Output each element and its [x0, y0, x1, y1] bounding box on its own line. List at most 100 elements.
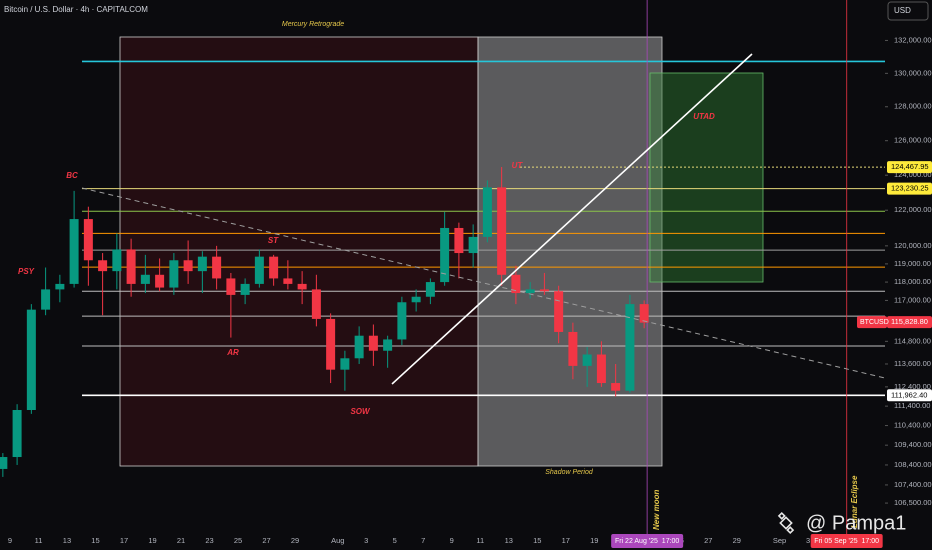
annotation: Lunar Eclipse [850, 475, 859, 528]
y-tick-label: 110,400.00 [894, 421, 931, 430]
y-tick-label: 112,400.00 [894, 382, 931, 391]
y-tick-label: 130,000.00 [894, 68, 932, 77]
candle-body [26, 309, 36, 411]
x-tick-label: 19 [590, 536, 598, 545]
x-tick-label: 5 [393, 536, 397, 545]
candle-body [454, 227, 464, 254]
x-tick-label: 15 [533, 536, 541, 545]
annotation: Mercury Retrograde [282, 21, 344, 28]
time-label-box [611, 534, 684, 548]
x-tick-label: 27 [262, 536, 270, 545]
candle-body [12, 410, 22, 458]
annotation: Shadow Period [545, 469, 594, 476]
candle-body [197, 256, 207, 272]
annotation: New moon [652, 489, 661, 530]
x-tick-label: 25 [234, 536, 242, 545]
x-tick-label: 11 [35, 536, 43, 545]
y-tick-label: 128,000.00 [894, 102, 932, 111]
x-tick-label: 3 [806, 536, 810, 545]
annotation: UTAD [693, 112, 715, 121]
utad-box [649, 72, 764, 283]
candle-body [639, 304, 649, 323]
annotation: AR [226, 348, 239, 357]
y-tick-label: 118,000.00 [894, 277, 931, 286]
candle-body [354, 335, 364, 359]
annotation: ST [268, 236, 279, 245]
trend-lines [81, 53, 886, 385]
candle-body [283, 278, 293, 284]
watermark: @ Pampa1 [777, 511, 906, 534]
x-tick-label: 13 [505, 536, 513, 545]
price-label-box [887, 389, 932, 402]
y-tick-label: 109,400.00 [894, 440, 932, 449]
y-tick-label: 114,800.00 [894, 336, 931, 345]
candle-body [126, 249, 136, 284]
x-tick-label: 3 [364, 536, 368, 545]
symbol-box [857, 316, 887, 329]
candle-body [411, 296, 421, 303]
time-label: Fri 05 Sep '25 17:00 [814, 538, 879, 545]
x-tick-label: 27 [704, 536, 712, 545]
currency-box[interactable] [887, 1, 929, 21]
annotation: UT [512, 161, 524, 170]
price-label: 115,828.80 [891, 317, 928, 326]
price-label-box [887, 161, 932, 174]
candle-body [212, 256, 222, 279]
trend-line [81, 187, 886, 379]
candle-body [525, 289, 535, 294]
x-tick-label: 13 [63, 536, 71, 545]
x-tick-label: 17 [120, 536, 128, 545]
candle-body [297, 283, 307, 290]
candle-body [240, 283, 250, 295]
x-tick-label: 17 [562, 536, 570, 545]
currency[interactable]: USD [894, 6, 911, 15]
chart-title: Bitcoin / U.S. Dollar · 4h · CAPITALCOM [4, 5, 148, 14]
candle-body [568, 331, 578, 366]
x-tick-label: Sep [773, 536, 786, 545]
candle-body [226, 278, 236, 295]
candle-body [554, 291, 564, 332]
y-tick-label: 107,400.00 [894, 480, 932, 489]
x-tick-label: 11 [476, 536, 484, 545]
watermark-text: @ Pampa1 [806, 512, 906, 534]
candle-body [83, 219, 93, 261]
x-tick-label: 19 [148, 536, 156, 545]
y-tick-label: 117,000.00 [894, 295, 931, 304]
y-tick-label: 120,000.00 [894, 241, 932, 250]
candle-body [98, 260, 108, 272]
x-tick-label: Aug [331, 536, 344, 545]
symbol-label: BTCUSD [860, 319, 889, 326]
candle-body [368, 335, 378, 351]
candle-body [468, 236, 478, 254]
candle-body [183, 260, 193, 272]
y-tick-label: 106,500.00 [894, 498, 932, 507]
annotation: SOW [350, 407, 371, 416]
x-tick-label: 15 [91, 536, 99, 545]
x-tick-label: 29 [291, 536, 299, 545]
candle-body [482, 187, 492, 237]
x-tick-label: 29 [733, 536, 741, 545]
candle-body [539, 289, 549, 292]
trend-line [391, 53, 753, 385]
x-tick-label: 21 [177, 536, 185, 545]
candle-body [625, 304, 635, 391]
candle-body [112, 249, 122, 272]
candle-body [340, 358, 350, 370]
candle-body [311, 289, 321, 319]
y-tick-label: 126,000.00 [894, 136, 932, 145]
candle-body [596, 354, 606, 384]
price-label: 111,962.40 [891, 390, 927, 399]
candle-body [326, 318, 336, 370]
candle-body [582, 354, 592, 366]
candle-body [425, 282, 435, 297]
candle-body [0, 457, 8, 469]
price-label: 123,230.25 [891, 184, 929, 193]
x-tick-label: 9 [8, 536, 12, 545]
y-tick-label: 124,000.00 [894, 170, 932, 179]
y-tick-label: 113,600.00 [894, 359, 931, 368]
price-label: 124,467.95 [891, 162, 929, 171]
candle-body [497, 187, 507, 275]
y-tick-label: 122,000.00 [894, 205, 932, 214]
candle-body [55, 283, 65, 290]
